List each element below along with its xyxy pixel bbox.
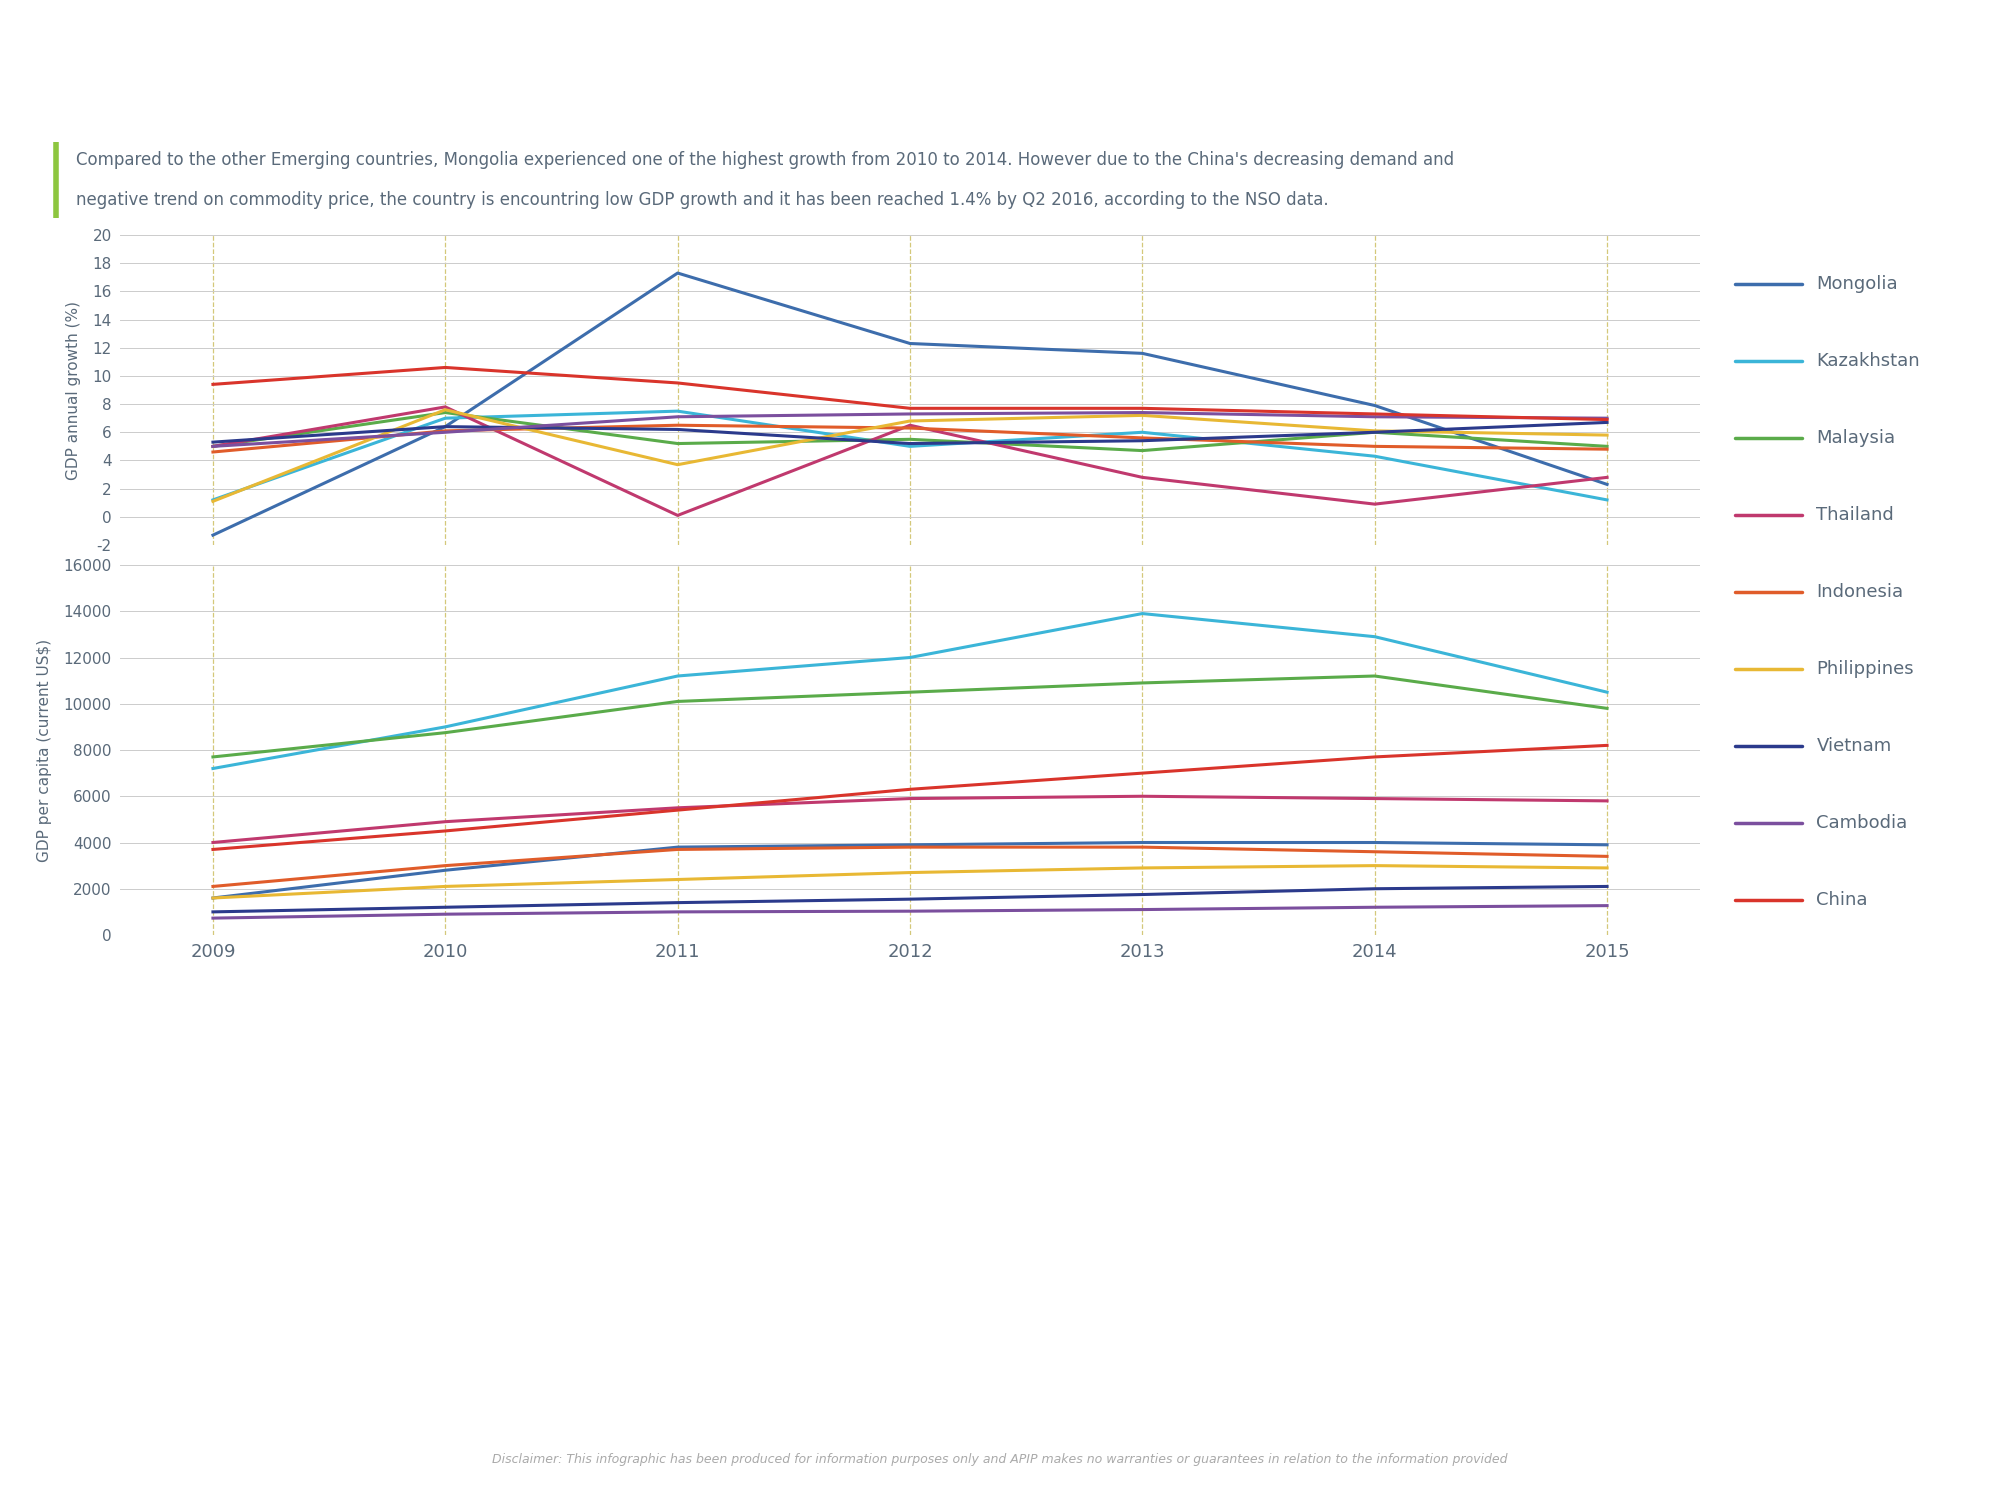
Y-axis label: GDP per capita (current US$): GDP per capita (current US$)	[38, 638, 52, 861]
Text: Compared to the other Emerging countries, Mongolia experienced one of the highes: Compared to the other Emerging countries…	[76, 152, 1454, 170]
Text: Kazakhstan: Kazakhstan	[1816, 352, 1920, 370]
Text: Disclaimer: This infographic has been produced for information purposes only and: Disclaimer: This infographic has been pr…	[492, 1453, 1508, 1466]
Text: GDP COMPARISON: GDP COMPARISON	[56, 22, 856, 98]
Text: MongolianProperties: MongolianProperties	[1460, 51, 1670, 68]
Text: negative trend on commodity price, the country is encountring low GDP growth and: negative trend on commodity price, the c…	[76, 190, 1328, 208]
Text: Mongolia: Mongolia	[1816, 275, 1898, 293]
Text: Indonesia: Indonesia	[1816, 583, 1904, 601]
Text: China: China	[1816, 891, 1868, 909]
Text: Infographic brought to you by: Infographic brought to you by	[1150, 51, 1424, 68]
Text: Vietnam: Vietnam	[1816, 738, 1892, 755]
Text: Thailand: Thailand	[1816, 506, 1894, 523]
Y-axis label: GDP annual growth (%): GDP annual growth (%)	[66, 300, 82, 479]
Text: Philippines: Philippines	[1816, 660, 1914, 678]
Text: Malaysia: Malaysia	[1816, 430, 1896, 448]
Text: Cambodia: Cambodia	[1816, 813, 1908, 833]
